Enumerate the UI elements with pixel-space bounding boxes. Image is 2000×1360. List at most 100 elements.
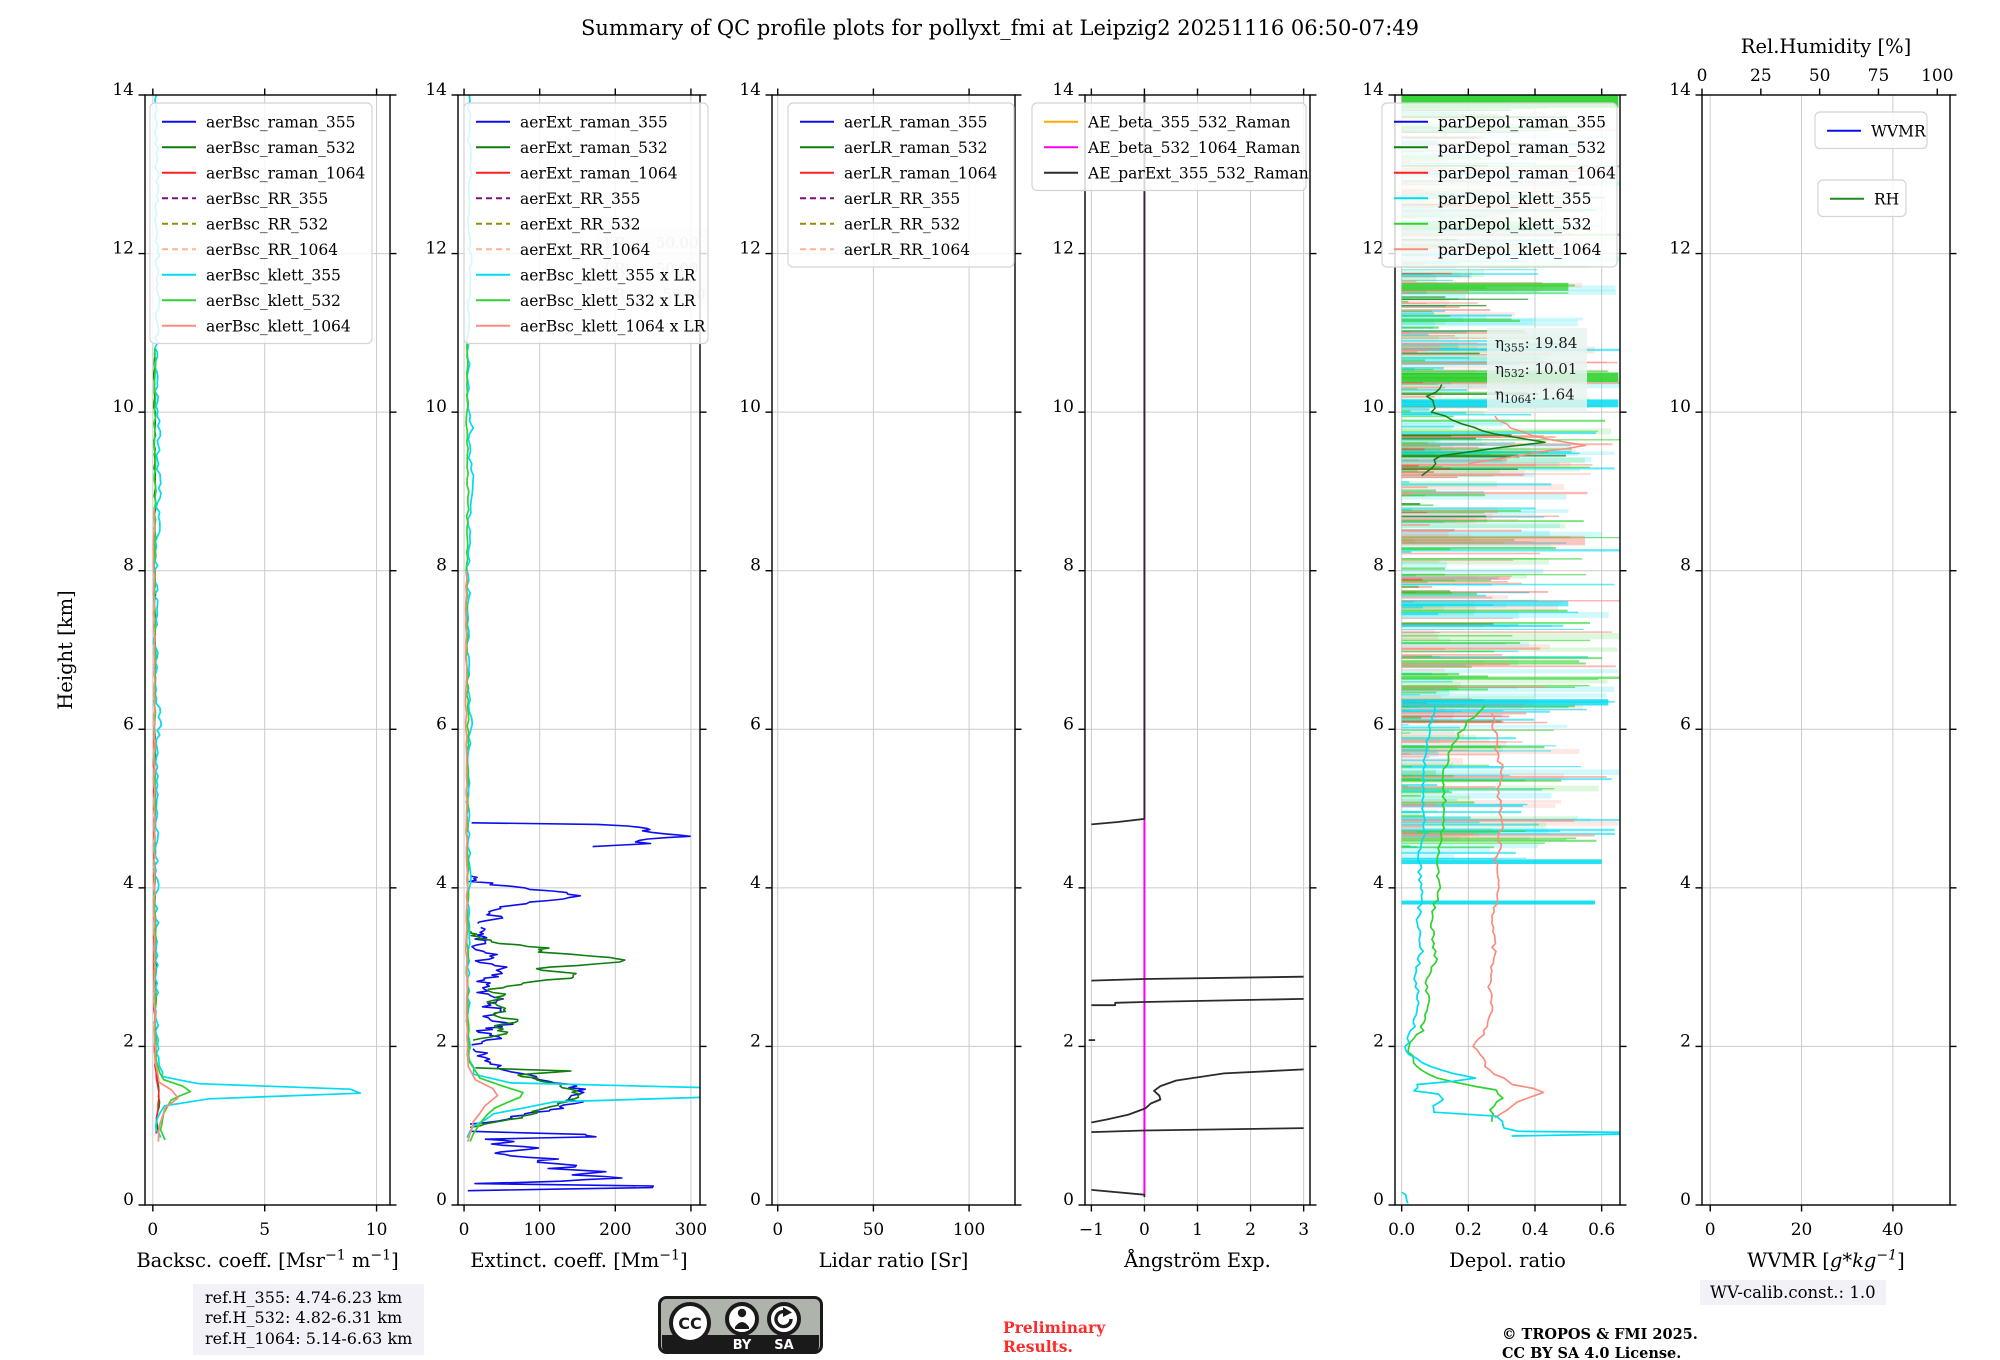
y-tick-label: 4 [436, 873, 447, 893]
annotation-box: η355: 19.84 η532: 10.01 η1064: 1.64 [1487, 328, 1587, 412]
y-tick-label: 10 [425, 397, 447, 417]
series-band-cyan-43 [1401, 859, 1602, 865]
ticks: 0 50 100 0 2 4 6 8 10 12 14 [739, 80, 1022, 1240]
x-tick-label: 1 [1192, 1220, 1203, 1240]
y-tick-label: 8 [1063, 556, 1074, 576]
ticks: 0 20 40 0 25 50 75 100 0 2 4 6 8 10 12 14 [1669, 66, 1957, 1240]
y-tick-label: 6 [123, 714, 134, 734]
series-parDepol_klett_1064 [1472, 712, 1545, 1119]
y-tick-label: 8 [123, 556, 134, 576]
x-tick-label: 0.0 [1388, 1220, 1415, 1240]
legend-label-aerBsc_raman_355: aerBsc_raman_355 [206, 113, 356, 131]
axes-border [144, 94, 391, 1206]
ref-h-1064: ref.H_1064: 5.14-6.63 km [205, 1328, 413, 1348]
legend: AE_beta_355_532_Raman AE_beta_532_1064_Ra… [1031, 102, 1309, 192]
legend-label-parDepol_raman_355: parDepol_raman_355 [1438, 113, 1606, 131]
legend-label-aerExt_raman_1064: aerExt_raman_1064 [520, 164, 678, 182]
legend-label-AE_beta_355_532_Raman: AE_beta_355_532_Raman [1087, 113, 1290, 131]
license-line1: © TROPOS & FMI 2025. [1502, 1326, 1698, 1343]
y-tick-label: 6 [436, 714, 447, 734]
x-tick-label: −1 [1079, 1220, 1104, 1240]
legend-label-aerLR_raman_532: aerLR_raman_532 [844, 139, 987, 157]
top-tick-label: 50 [1809, 66, 1831, 86]
y-tick-label: 0 [436, 1190, 447, 1210]
legend: WVMR [1814, 111, 1928, 150]
top-tick-label: 0 [1697, 66, 1708, 86]
x-tick-label: 10 [366, 1220, 388, 1240]
legend-label-WVMR: WVMR [1871, 122, 1927, 140]
x-axis-label: WVMR [g*kg−1] [1747, 1248, 1904, 1272]
x-tick-label: 0.4 [1521, 1220, 1548, 1240]
series-parDepol_raman_532 [1421, 384, 1546, 477]
preliminary-results-note: Preliminary Results. [1003, 1318, 1105, 1357]
y-tick-label: 0 [1680, 1190, 1691, 1210]
license-note: © TROPOS & FMI 2025. CC BY SA 4.0 Licens… [1502, 1326, 1698, 1360]
x-tick-label: 50 [863, 1220, 885, 1240]
y-tick-label: 10 [112, 397, 134, 417]
x-tick-label: 200 [599, 1220, 631, 1240]
legend-label-parDepol_klett_355: parDepol_klett_355 [1438, 190, 1591, 208]
x-axis-label: Ångström Exp. [1123, 1247, 1271, 1272]
y-tick-label: 14 [1669, 80, 1691, 100]
legend-label-aerLR_RR_532: aerLR_RR_532 [844, 215, 960, 233]
x-axis-label: Backsc. coeff. [Msr−1 m−1] [136, 1248, 398, 1272]
y-tick-label: 6 [1680, 714, 1691, 734]
legend-label-aerBsc_raman_1064: aerBsc_raman_1064 [206, 164, 366, 182]
axes-border [457, 94, 701, 1206]
badge-sa-label: SA [774, 1338, 793, 1353]
x-tick-label: 0 [1705, 1220, 1716, 1240]
series-aerBsc_klett_1064_xLR [464, 570, 499, 1142]
legend-label-aerExt_raman_355: aerExt_raman_355 [520, 113, 668, 131]
x-tick-label: 100 [523, 1220, 555, 1240]
x-tick-label: 0 [459, 1220, 470, 1240]
x-tick-label: 0 [772, 1220, 783, 1240]
legend: RH [1817, 179, 1907, 218]
x-tick-label: 0 [1139, 1220, 1150, 1240]
series-aerExt_raman_532 [469, 930, 626, 1129]
y-tick-label: 10 [1362, 397, 1384, 417]
legend-label-aerLR_RR_1064: aerLR_RR_1064 [844, 241, 970, 259]
legend-label-RH: RH [1874, 190, 1899, 208]
series-depol-noise-red [1401, 136, 1549, 723]
legend-label-aerExt_RR_532: aerExt_RR_532 [520, 215, 641, 233]
y-tick-label: 10 [739, 397, 761, 417]
legend-label-aerBsc_RR_1064: aerBsc_RR_1064 [206, 241, 338, 259]
top-tick-label: 75 [1868, 66, 1890, 86]
top-tick-label: 100 [1921, 66, 1953, 86]
ticks: 0 5 10 0 2 4 6 8 10 12 14 [112, 80, 397, 1240]
badge-by-label: BY [733, 1338, 752, 1353]
annotation-line: η355: 19.84 [1495, 334, 1577, 354]
legend: aerExt_raman_355 aerExt_raman_532 aerExt_r… [463, 102, 709, 345]
series-band-cyan-38 [1401, 900, 1595, 905]
legend-label-parDepol_klett_532: parDepol_klett_532 [1438, 215, 1591, 233]
x-tick-label: 100 [953, 1220, 985, 1240]
legend-label-AE_parExt_355_532_Raman: AE_parExt_355_532_Raman [1087, 164, 1309, 182]
series-AE_parExt_355_532_Raman [1088, 95, 1304, 1198]
y-tick-label: 2 [436, 1031, 447, 1051]
y-tick-label: 2 [1063, 1031, 1074, 1051]
y-tick-label: 2 [123, 1031, 134, 1051]
legend-label-aerExt_raman_532: aerExt_raman_532 [520, 139, 668, 157]
axes-border [771, 94, 1016, 1206]
top-axis-label: Rel.Humidity [%] [1741, 35, 1911, 58]
x-tick-label: 3 [1298, 1220, 1309, 1240]
legend-label-aerBsc_klett_532: aerBsc_klett_532 [206, 292, 341, 310]
grid [1702, 94, 1950, 1206]
y-tick-label: 12 [1052, 239, 1074, 259]
legend-label-AE_beta_532_1064_Raman: AE_beta_532_1064_Raman [1087, 139, 1300, 157]
ref-h-532: ref.H_532: 4.82-6.31 km [205, 1308, 403, 1328]
person-icon [725, 1302, 759, 1336]
x-axis-label: Extinct. coeff. [Mm−1] [470, 1248, 687, 1272]
x-tick-label: 300 [675, 1220, 707, 1240]
legend-label-aerExt_RR_1064: aerExt_RR_1064 [520, 241, 651, 259]
legend-label-aerBsc_RR_532: aerBsc_RR_532 [206, 215, 328, 233]
y-tick-label: 4 [123, 873, 134, 893]
x-tick-label: 0.6 [1588, 1220, 1615, 1240]
legend-label-aerLR_raman_355: aerLR_raman_355 [844, 113, 987, 131]
share-alike-arrow [774, 1309, 793, 1329]
y-tick-label: 10 [1052, 397, 1074, 417]
y-tick-label: 14 [1052, 80, 1074, 100]
